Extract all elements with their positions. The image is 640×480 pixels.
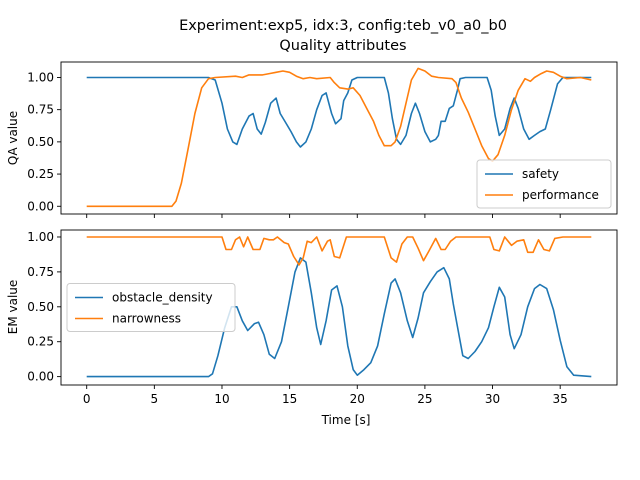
series-line-obstacle-density — [86, 257, 592, 378]
legend-label: safety — [522, 167, 559, 181]
x-tick-label: 5 — [151, 392, 159, 406]
plot-frame — [60, 61, 618, 215]
legend-box — [476, 159, 612, 209]
legend: safety performance — [476, 159, 612, 209]
em-plot: 0.00 0.25 0.50 0.75 1.00 0 5 10 15 20 25 30 35 obstac… — [27, 229, 618, 406]
x-tick-label: 25 — [417, 392, 432, 406]
qa-plot: 0.00 0.25 0.50 0.75 1.00 safety performance — [27, 61, 618, 218]
plot-frame — [60, 229, 618, 386]
legend-label: obstacle_density — [112, 291, 213, 305]
series-line-safety — [86, 76, 592, 148]
series-line-performance — [86, 67, 592, 208]
x-tick-label: 20 — [350, 392, 365, 406]
y-tick-label: 0.50 — [27, 135, 54, 149]
legend-label: narrowness — [112, 312, 181, 326]
y-tick-label: 0.25 — [27, 167, 54, 181]
y-tick-label: 0.75 — [27, 265, 54, 279]
legend: obstacle_density narrowness — [66, 283, 236, 332]
x-tick-label: 35 — [553, 392, 568, 406]
y-tick-label: 0.00 — [27, 199, 54, 213]
y-tick-label: 0.75 — [27, 103, 54, 117]
y-tick-label: 0.50 — [27, 300, 54, 314]
y-tick-label: 0.00 — [27, 370, 54, 384]
x-tick-label: 0 — [83, 392, 91, 406]
x-tick-label: 30 — [485, 392, 500, 406]
chart-title-line1: Experiment:exp5, idx:3, config:teb_v0_a0… — [179, 18, 507, 34]
qa-y-axis-label: QA value — [6, 111, 20, 165]
em-y-axis-label: EM value — [6, 280, 20, 335]
x-axis-label: Time [s] — [321, 413, 371, 427]
y-tick-label: 0.25 — [27, 335, 54, 349]
legend-box — [66, 283, 236, 332]
chart-title-line2: Quality attributes — [279, 38, 406, 54]
y-tick-label: 1.00 — [27, 230, 54, 244]
x-tick-label: 10 — [214, 392, 229, 406]
legend-label: performance — [522, 188, 599, 202]
series-line-narrowness — [86, 236, 592, 266]
y-tick-label: 1.00 — [27, 70, 54, 84]
x-tick-label: 15 — [282, 392, 297, 406]
